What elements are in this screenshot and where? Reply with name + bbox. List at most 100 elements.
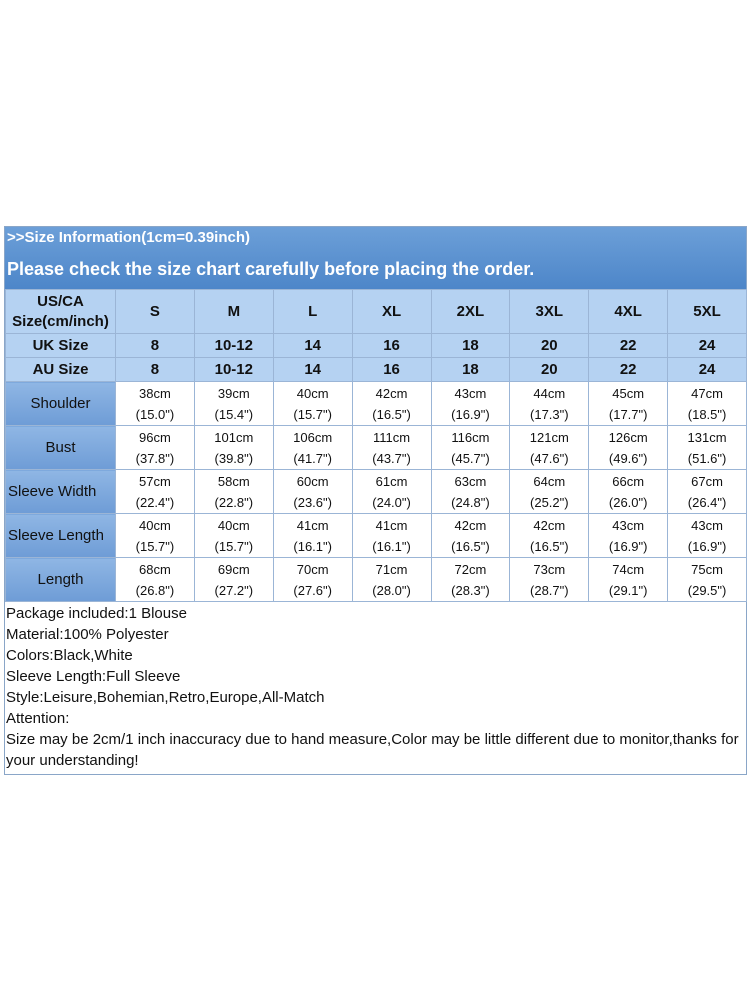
uk-size-label: UK Size — [5, 333, 116, 358]
measurement-cell: 38cm (15.0") — [115, 381, 195, 426]
measurement-label: Shoulder — [5, 381, 116, 426]
measurement-cm: 71cm — [375, 561, 408, 577]
measurement-inch: (16.5") — [451, 538, 490, 554]
measurement-cell: 43cm (16.9") — [430, 381, 511, 426]
measurement-cell: 39cm (15.4") — [193, 381, 274, 426]
measurement-cell: 116cm (45.7") — [430, 425, 511, 470]
measurement-inch: (45.7") — [451, 450, 490, 466]
measurement-inch: (43.7") — [372, 450, 411, 466]
measurement-cell: 73cm (28.7") — [509, 557, 590, 602]
note-sleeve-length: Sleeve Length:Full Sleeve — [6, 668, 181, 685]
measurement-cm: 74cm — [612, 561, 645, 577]
note-style: Style:Leisure,Bohemian,Retro,Europe,All-… — [6, 689, 325, 706]
measurement-cell: 72cm (28.3") — [430, 557, 511, 602]
size-col-header: L — [272, 289, 353, 334]
measurement-inch: (47.6") — [530, 450, 569, 466]
product-notes: Package included:1 Blouse Material:100% … — [5, 602, 746, 774]
measurement-inch: (17.3") — [530, 406, 569, 422]
measurement-inch: (51.6") — [687, 450, 727, 466]
measurement-cell: 40cm (15.7") — [272, 381, 353, 426]
measurement-inch: (18.5") — [687, 406, 727, 422]
size-notice: Please check the size chart carefully be… — [7, 259, 535, 279]
au-size-value: 18 — [430, 357, 511, 382]
uk-size-value: 16 — [351, 333, 432, 358]
measurement-inch: (26.8") — [135, 582, 175, 598]
size-header-row: US/CA Size(cm/inch) S M L XL 2XL 3XL 4XL 5XL — [5, 289, 747, 334]
measurement-cm: 126cm — [608, 429, 648, 445]
measurement-cm: 69cm — [217, 561, 250, 577]
measurement-cm: 43cm — [612, 517, 645, 533]
measurement-cm: 73cm — [533, 561, 566, 577]
uk-size-value: 10-12 — [193, 333, 274, 358]
measurement-cell: 41cm (16.1") — [351, 513, 432, 558]
measurement-label: Bust — [5, 425, 116, 470]
size-col-header: M — [193, 289, 274, 334]
measurement-cm: 111cm — [373, 429, 411, 445]
measurement-cell: 40cm (15.7") — [115, 513, 195, 558]
measurement-inch: (16.5") — [530, 538, 569, 554]
size-col-header: 4XL — [588, 289, 669, 334]
measurement-cm: 131cm — [687, 429, 727, 445]
size-col-header: S — [115, 289, 195, 334]
measurement-inch: (26.4") — [687, 494, 727, 510]
size-col-header: XL — [351, 289, 432, 334]
uk-size-value: 24 — [667, 333, 747, 358]
measurement-inch: (22.4") — [135, 494, 175, 510]
note-colors: Colors:Black,White — [6, 647, 133, 664]
measurement-cm: 61cm — [375, 473, 408, 489]
measurement-cell: 75cm (29.5") — [667, 557, 747, 602]
measurement-inch: (15.7") — [214, 538, 254, 554]
measurement-cm: 40cm — [139, 517, 171, 533]
note-package: Package included:1 Blouse — [6, 605, 187, 622]
corner-label-unit: Size(cm/inch) — [12, 312, 109, 330]
uk-size-row: UK Size 8 10-12 14 16 18 20 22 24 — [5, 333, 747, 358]
measurement-cell: 44cm (17.3") — [509, 381, 590, 426]
measurement-cm: 43cm — [454, 385, 487, 401]
measurement-cm: 70cm — [296, 561, 329, 577]
measurement-cell: 67cm (26.4") — [667, 469, 747, 514]
au-size-row: AU Size 8 10-12 14 16 18 20 22 24 — [5, 357, 747, 382]
measurement-cm: 44cm — [533, 385, 566, 401]
measurement-row: Sleeve Length 40cm (15.7") 40cm (15.7") 41cm (… — [5, 513, 747, 558]
measurement-cell: 71cm (28.0") — [351, 557, 432, 602]
measurement-cell: 61cm (24.0") — [351, 469, 432, 514]
measurement-cell: 42cm (16.5") — [430, 513, 511, 558]
measurement-cell: 70cm (27.6") — [272, 557, 353, 602]
size-info-banner: >>Size Information(1cm=0.39inch) Please … — [5, 227, 746, 289]
measurement-cell: 47cm (18.5") — [667, 381, 747, 426]
measurement-cell: 41cm (16.1") — [272, 513, 353, 558]
measurement-cm: 41cm — [296, 517, 329, 533]
au-size-value: 24 — [667, 357, 747, 382]
measurement-cm: 58cm — [217, 473, 250, 489]
au-size-value: 16 — [351, 357, 432, 382]
measurement-inch: (39.8") — [214, 450, 254, 466]
measurement-inch: (29.5") — [687, 582, 727, 598]
measurement-cell: 45cm (17.7") — [588, 381, 669, 426]
measurement-cell: 69cm (27.2") — [193, 557, 274, 602]
measurement-cell: 43cm (16.9") — [588, 513, 669, 558]
measurement-cell: 66cm (26.0") — [588, 469, 669, 514]
measurement-cell: 42cm (16.5") — [351, 381, 432, 426]
measurement-inch: (49.6") — [608, 450, 648, 466]
measurement-inch: (37.8") — [135, 450, 175, 466]
measurement-cm: 43cm — [691, 517, 723, 533]
au-size-label: AU Size — [5, 357, 116, 382]
measurement-label: Sleeve Length — [5, 513, 116, 558]
measurement-inch: (16.1") — [372, 538, 411, 554]
measurement-cell: 40cm (15.7") — [193, 513, 274, 558]
measurement-cm: 42cm — [375, 385, 408, 401]
measurement-cell: 58cm (22.8") — [193, 469, 274, 514]
uk-size-value: 18 — [430, 333, 511, 358]
measurement-cell: 74cm (29.1") — [588, 557, 669, 602]
size-info-title: >>Size Information(1cm=0.39inch) — [7, 229, 250, 246]
measurement-cell: 64cm (25.2") — [509, 469, 590, 514]
note-disclaimer: Size may be 2cm/1 inch inaccuracy due to… — [6, 731, 739, 769]
uk-size-value: 20 — [509, 333, 590, 358]
measurement-cm: 116cm — [451, 429, 490, 445]
measurement-cm: 121cm — [529, 429, 569, 445]
measurement-cm: 63cm — [454, 473, 487, 489]
measurement-cm: 75cm — [691, 561, 723, 577]
measurement-inch: (41.7") — [293, 450, 332, 466]
au-size-value: 22 — [588, 357, 669, 382]
measurement-row: Bust 96cm (37.8") 101cm (39.8") 106cm (41.7") 1… — [5, 425, 747, 470]
